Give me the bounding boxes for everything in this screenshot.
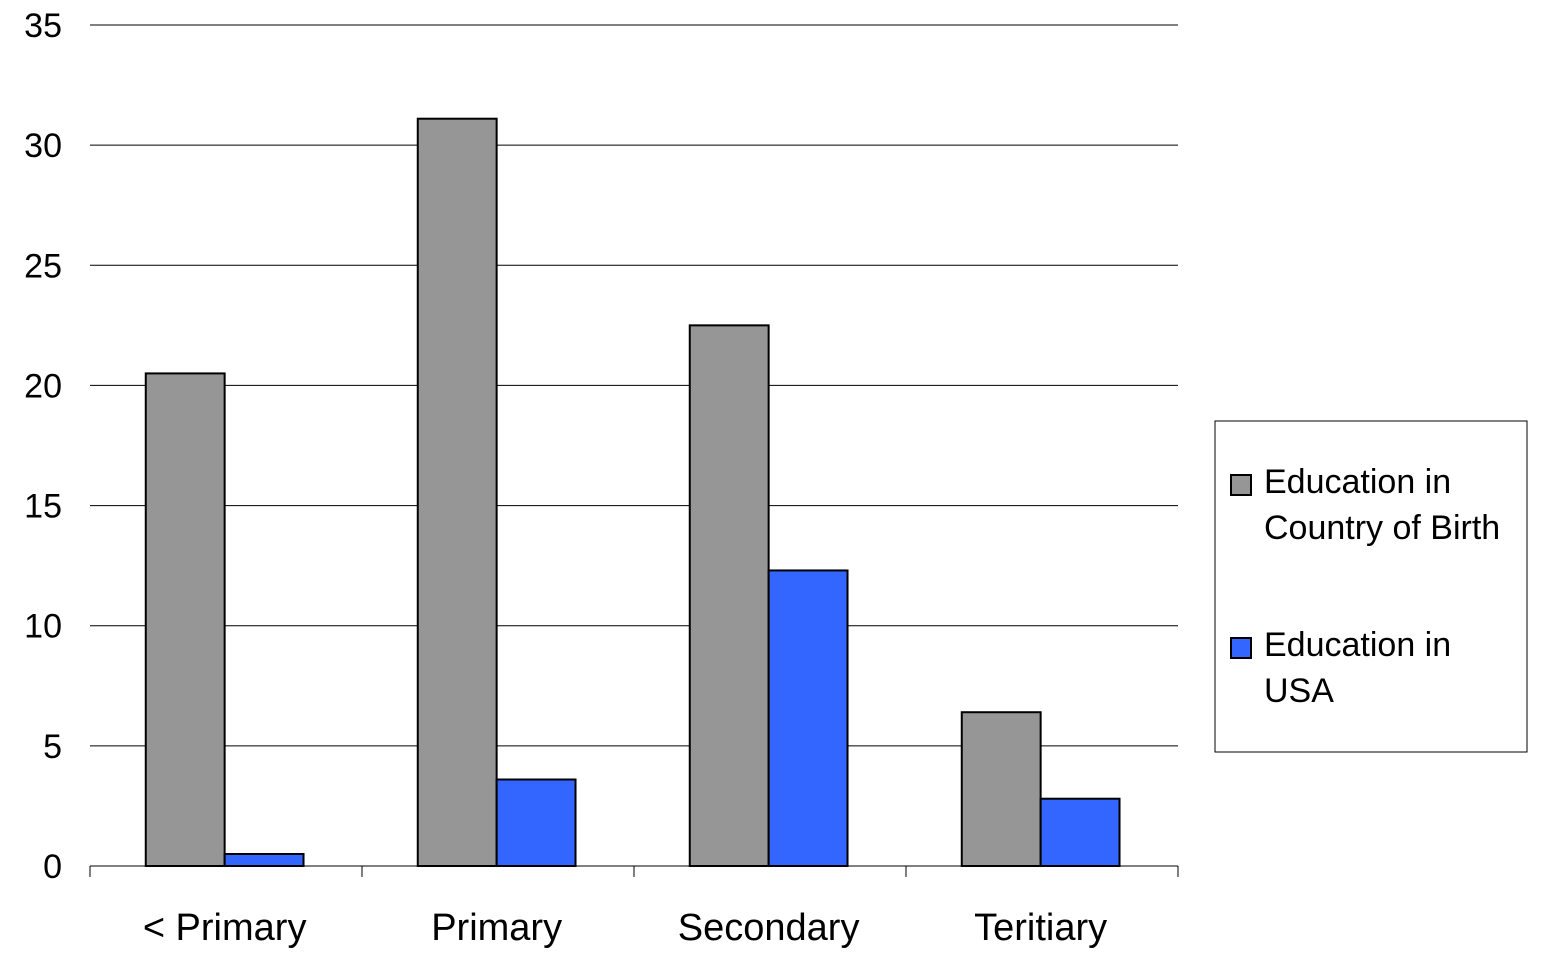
bars <box>144 117 1121 868</box>
gridlines <box>90 24 1178 747</box>
tick-labels: 0 5 10 15 20 25 30 35 < Primary Primary Secondary T… <box>24 7 1107 949</box>
y-tick-label: 30 <box>24 127 62 165</box>
x-tick-label: < Primary <box>143 907 307 949</box>
bar <box>144 372 226 867</box>
legend-label: USA <box>1264 672 1334 710</box>
legend-swatch <box>1230 637 1252 659</box>
bar <box>1039 797 1121 867</box>
legend-swatch <box>1230 474 1252 496</box>
y-tick-label: 0 <box>43 848 62 886</box>
y-tick-label: 10 <box>24 608 62 646</box>
axes <box>89 865 1179 877</box>
bar <box>960 711 1042 868</box>
bar <box>416 117 498 867</box>
y-tick-label: 25 <box>24 247 62 285</box>
legend: Education in Country of Birth Education in… <box>1214 420 1528 753</box>
x-tick-label: Primary <box>431 907 562 949</box>
y-tick-label: 20 <box>24 367 62 405</box>
y-tick-label: 35 <box>24 7 62 45</box>
x-tick-label: Secondary <box>678 907 860 949</box>
legend-label: Education in <box>1264 626 1451 664</box>
legend-label: Country of Birth <box>1264 509 1500 547</box>
y-tick-label: 15 <box>24 488 62 526</box>
x-tick-label: Teritiary <box>974 907 1107 949</box>
bar <box>223 852 305 868</box>
bar <box>688 324 770 868</box>
y-tick-label: 5 <box>43 728 62 766</box>
legend-box <box>1214 420 1528 753</box>
bar <box>767 569 849 867</box>
bar <box>495 778 577 867</box>
legend-label: Education in <box>1264 463 1451 501</box>
